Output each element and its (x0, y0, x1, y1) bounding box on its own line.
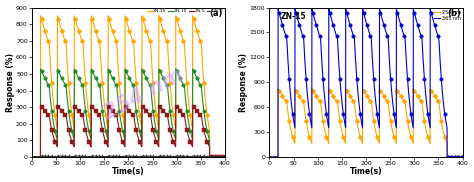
ZN-5 (121, 144, 127, 146)
ZN-10 (44, 82, 50, 84)
ZN-10 (38, 68, 44, 70)
ZN-10 (223, 156, 228, 158)
365 nm (275, 8, 281, 10)
ZN-5 (71, 144, 76, 146)
ZN-15 (121, 122, 127, 125)
365 nm (460, 156, 466, 158)
ZN-5 (118, 136, 124, 138)
ZN-15 (32, 156, 37, 158)
365 nm (356, 99, 362, 101)
ZN-0 (71, 156, 76, 158)
Line: ZN-5: ZN-5 (32, 105, 226, 157)
Y-axis label: Response (%): Response (%) (239, 53, 248, 112)
Line: 365 nm: 365 nm (269, 9, 463, 157)
ZN-15 (44, 37, 50, 39)
254 nm (460, 156, 466, 158)
ZN-5 (29, 156, 35, 158)
ZN-0 (29, 156, 35, 158)
254 nm (266, 156, 272, 158)
ZN-5 (223, 156, 228, 158)
Line: ZN-15: ZN-15 (32, 16, 226, 157)
Text: (b): (b) (447, 9, 461, 18)
ZN-10 (126, 75, 131, 77)
ZN-10 (32, 156, 37, 158)
365 nm (363, 20, 369, 22)
ZN-15 (118, 102, 124, 104)
ZN-0 (44, 155, 50, 157)
Line: ZN-10: ZN-10 (32, 69, 226, 157)
Legend: 254 nm, 365 nm: 254 nm, 365 nm (433, 9, 462, 22)
ZN-0 (38, 155, 44, 157)
ZN-15 (29, 156, 35, 158)
254 nm (359, 140, 365, 142)
X-axis label: Time(s): Time(s) (350, 167, 383, 176)
ZN-15 (38, 15, 44, 17)
ZN-15 (126, 26, 131, 28)
ZN-10 (29, 156, 35, 158)
ZN-0 (118, 155, 124, 158)
Text: 254 nm: 254 nm (100, 65, 187, 124)
Line: ZN-0: ZN-0 (32, 156, 226, 157)
ZN-5 (32, 156, 37, 158)
365 nm (308, 122, 314, 124)
254 nm (275, 88, 281, 90)
Y-axis label: Response (%): Response (%) (6, 53, 15, 112)
ZN-5 (38, 104, 44, 106)
254 nm (308, 140, 314, 143)
365 nm (359, 121, 365, 123)
ZN-5 (126, 108, 131, 111)
365 nm (269, 156, 275, 158)
Line: 254 nm: 254 nm (269, 89, 463, 157)
ZN-0 (223, 156, 228, 158)
254 nm (282, 98, 288, 101)
Legend: ZN-15, ZN-10, ZN-5, ZN-0: ZN-15, ZN-10, ZN-5, ZN-0 (146, 8, 225, 14)
365 nm (282, 31, 288, 33)
ZN-10 (118, 122, 124, 124)
ZN-0 (121, 156, 127, 158)
Text: ZN-15: ZN-15 (281, 12, 307, 21)
254 nm (363, 93, 369, 95)
254 nm (356, 130, 362, 132)
Text: (a): (a) (210, 9, 223, 18)
ZN-15 (223, 156, 228, 158)
ZN-5 (44, 112, 50, 115)
ZN-0 (32, 156, 37, 158)
ZN-15 (71, 124, 76, 126)
365 nm (266, 156, 272, 158)
ZN-10 (121, 135, 127, 137)
X-axis label: Time(s): Time(s) (112, 167, 145, 176)
254 nm (269, 156, 275, 158)
ZN-10 (71, 136, 76, 138)
ZN-0 (126, 155, 131, 157)
